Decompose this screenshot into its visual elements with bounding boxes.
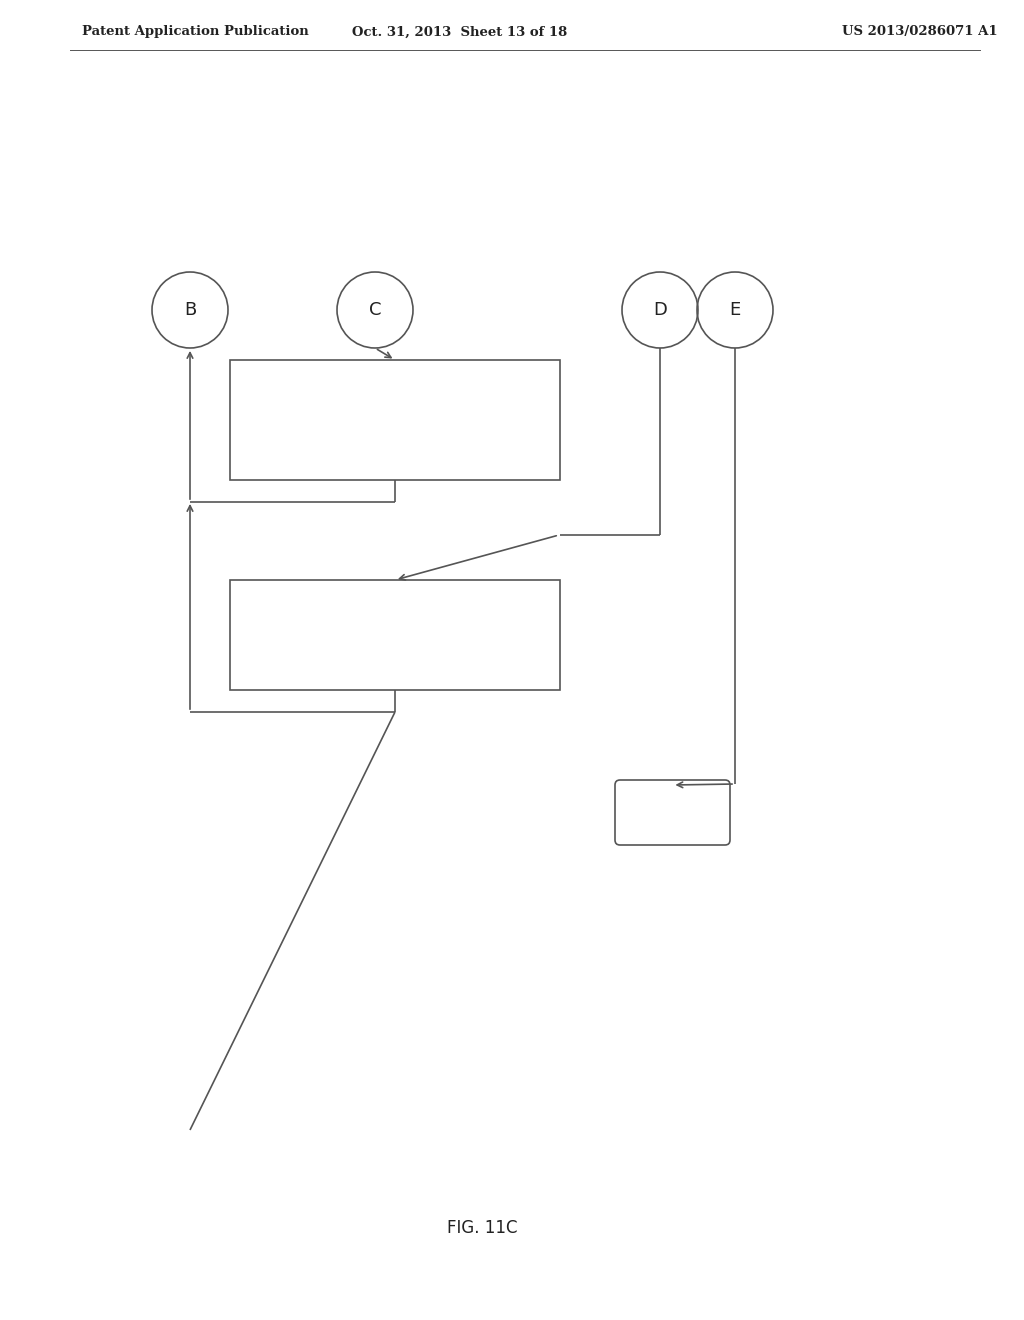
FancyBboxPatch shape bbox=[615, 780, 730, 845]
Bar bbox=[230, 579, 560, 690]
Text: Update The Color Plane Correction Values: Update The Color Plane Correction Values bbox=[248, 381, 526, 395]
Text: C: C bbox=[369, 301, 381, 319]
Text: E: E bbox=[729, 301, 740, 319]
Text: Oct. 31, 2013  Sheet 13 of 18: Oct. 31, 2013 Sheet 13 of 18 bbox=[352, 25, 567, 38]
Text: US 2013/0286071 A1: US 2013/0286071 A1 bbox=[842, 25, 997, 38]
Text: Correction Values Using Correction Values: Correction Values Using Correction Value… bbox=[247, 628, 527, 642]
Text: Periodically Update The Color Plane: Periodically Update The Color Plane bbox=[268, 599, 506, 612]
Bar bbox=[230, 360, 560, 480]
Text: Patent Application Publication: Patent Application Publication bbox=[82, 25, 309, 38]
Text: D: D bbox=[653, 301, 667, 319]
Text: 1116: 1116 bbox=[521, 458, 555, 470]
Text: FIG. 11C: FIG. 11C bbox=[446, 1218, 517, 1237]
Text: Stop: Stop bbox=[655, 805, 690, 820]
Text: 1118: 1118 bbox=[521, 668, 555, 681]
Text: B: B bbox=[184, 301, 197, 319]
Text: Using Correction Values Associated With: Using Correction Values Associated With bbox=[252, 413, 522, 426]
Text: Associated With Multiple  Copies: Associated With Multiple Copies bbox=[279, 657, 496, 671]
Text: Current  Copy: Current Copy bbox=[341, 445, 433, 458]
